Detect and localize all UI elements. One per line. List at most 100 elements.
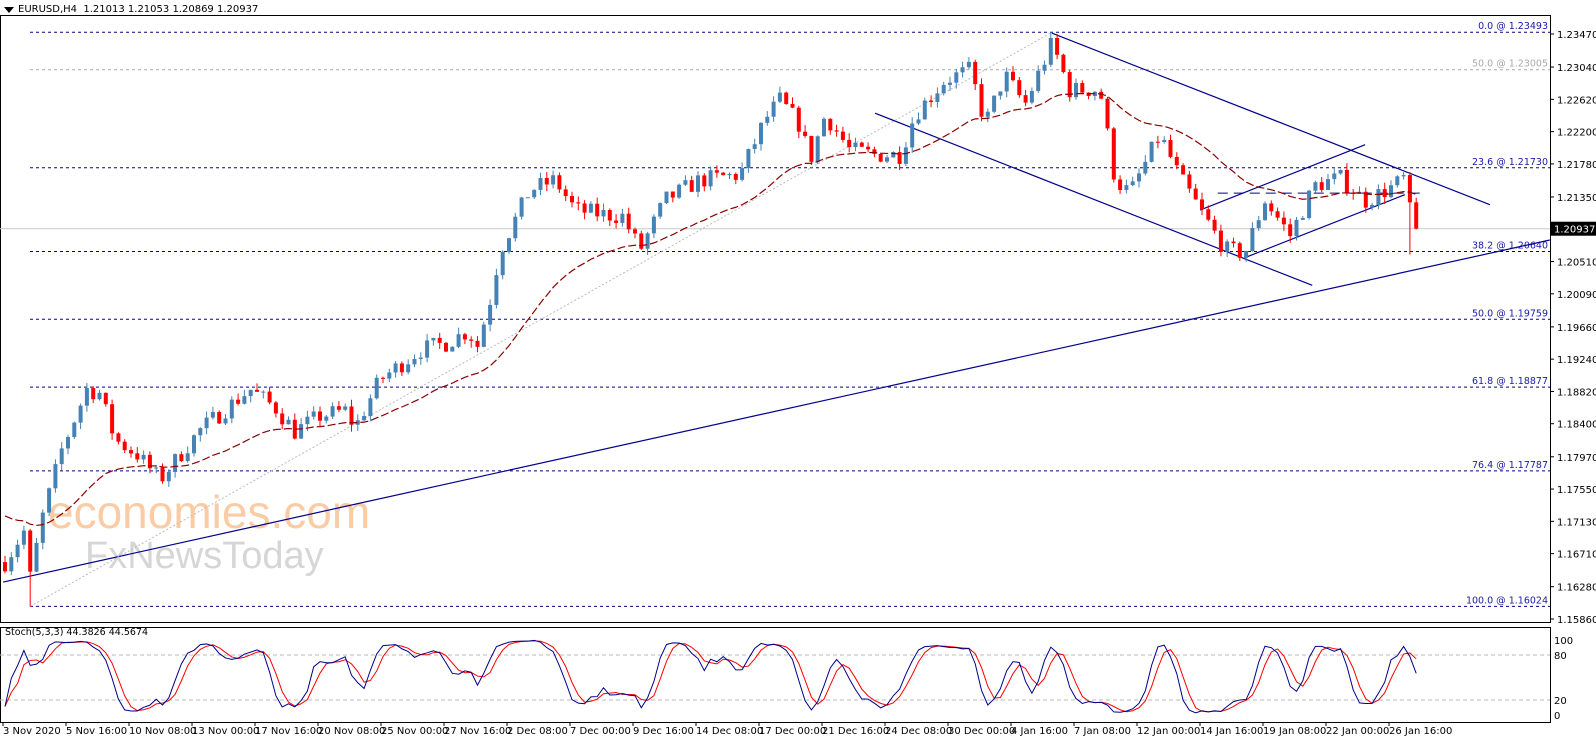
candle-body [702,175,707,187]
candle-body [1080,83,1085,93]
candle-body [355,420,360,425]
candle-body [53,464,58,489]
candle-body [1074,83,1078,98]
candle-body [1382,189,1387,198]
candle-body [1319,182,1324,190]
candle-body [1395,176,1400,186]
price-tick-label: 1.17130 [1557,517,1596,528]
candle-body [1036,70,1041,92]
candle-body [1389,185,1393,198]
candle-body [658,203,663,217]
candle-body [840,131,845,140]
candle-body [500,251,505,276]
candle-body [381,377,385,379]
candle-body [1181,165,1186,175]
candle-body [462,334,467,340]
candle-body [689,180,694,192]
candle-body [1313,182,1318,191]
candle-body [192,435,196,454]
candle-body [217,412,222,424]
time-tick-label: 13 Nov 00:00 [192,726,259,737]
candle-body [973,61,978,85]
candle-body [166,472,171,482]
candle-body [412,359,417,365]
time-tick-label: 17 Nov 16:00 [255,726,322,737]
stoch-tick-label: 0 [1554,711,1560,722]
candle-body [727,174,732,176]
candle-body [3,562,7,572]
time-tick-label: 20 Nov 08:00 [318,726,385,737]
candle-body [1111,128,1116,180]
candle-body [1363,191,1368,208]
candle-body [336,406,341,410]
candle-body [992,95,997,112]
trendline-long-uptrend [2,239,1550,583]
candle-body [878,153,883,162]
candle-body [1225,241,1230,252]
candle-body [362,416,367,421]
candle-body [803,131,808,136]
collapse-triangle-icon[interactable] [4,7,14,13]
price-tick-label: 1.20510 [1557,258,1596,269]
candle-body [324,416,329,421]
candle-body [1143,161,1148,174]
candle-body [299,424,304,439]
candle-body [507,238,511,252]
candle-body [796,107,801,132]
price-tick-label: 1.17970 [1557,453,1596,464]
candle-body [834,130,839,132]
candle-body [179,454,184,462]
candle-body [570,196,574,203]
candle-body [1029,91,1034,103]
trendline-down-channel-lower [874,112,1313,286]
price-tick-label: 1.23040 [1557,63,1596,74]
candle-body [639,233,644,249]
candle-body [595,203,600,217]
candle-body [84,388,89,406]
candle-body [1376,189,1381,205]
candle-body [1193,188,1198,200]
candle-body [985,111,990,117]
candle-body [1017,80,1022,96]
candle-body [431,337,436,341]
candle-body [15,544,20,558]
stoch-tick-label: 20 [1554,696,1567,707]
candle-body [1269,203,1274,212]
candle-body [204,417,209,429]
candle-body [721,172,726,176]
fib-level-label: 100.0 @ 1.16024 [1466,595,1548,606]
current-price-badge [1551,221,1596,236]
candle-body [948,82,952,85]
candle-body [1332,173,1337,180]
candle-body [97,392,102,400]
candle-body [78,405,83,423]
price-tick-label: 1.21780 [1557,160,1596,171]
time-tick-label: 14 Jan 16:00 [1200,726,1263,737]
candle-body [28,530,33,572]
candle-body [330,406,335,417]
candle-body [141,454,146,460]
candle-body [551,175,556,185]
candle-body [469,339,474,341]
candle-body [696,175,700,192]
candle-body [1256,220,1261,229]
time-tick-label: 5 Nov 16:00 [66,726,127,737]
candle-body [1118,179,1123,190]
time-tick-label: 12 Jan 00:00 [1137,726,1200,737]
candle-body [1281,217,1286,225]
trendline-rising-channel-upper [1199,144,1366,211]
candle-body [784,92,789,104]
candle-body [714,170,719,173]
candle-body [66,437,70,449]
candle-body [607,210,612,221]
candle-body [103,392,108,405]
candle-body [777,92,782,102]
candle-body [771,101,776,117]
candle-body [828,118,833,131]
stoch-tick-label: 80 [1554,651,1567,662]
candle-body [885,157,889,162]
stoch-label: Stoch(5,3,3) 44.3826 44.5674 [5,627,149,638]
chart-header: EURUSD,H4 1.21013 1.21053 1.20869 1.2093… [18,4,258,15]
candle-body [488,304,493,325]
